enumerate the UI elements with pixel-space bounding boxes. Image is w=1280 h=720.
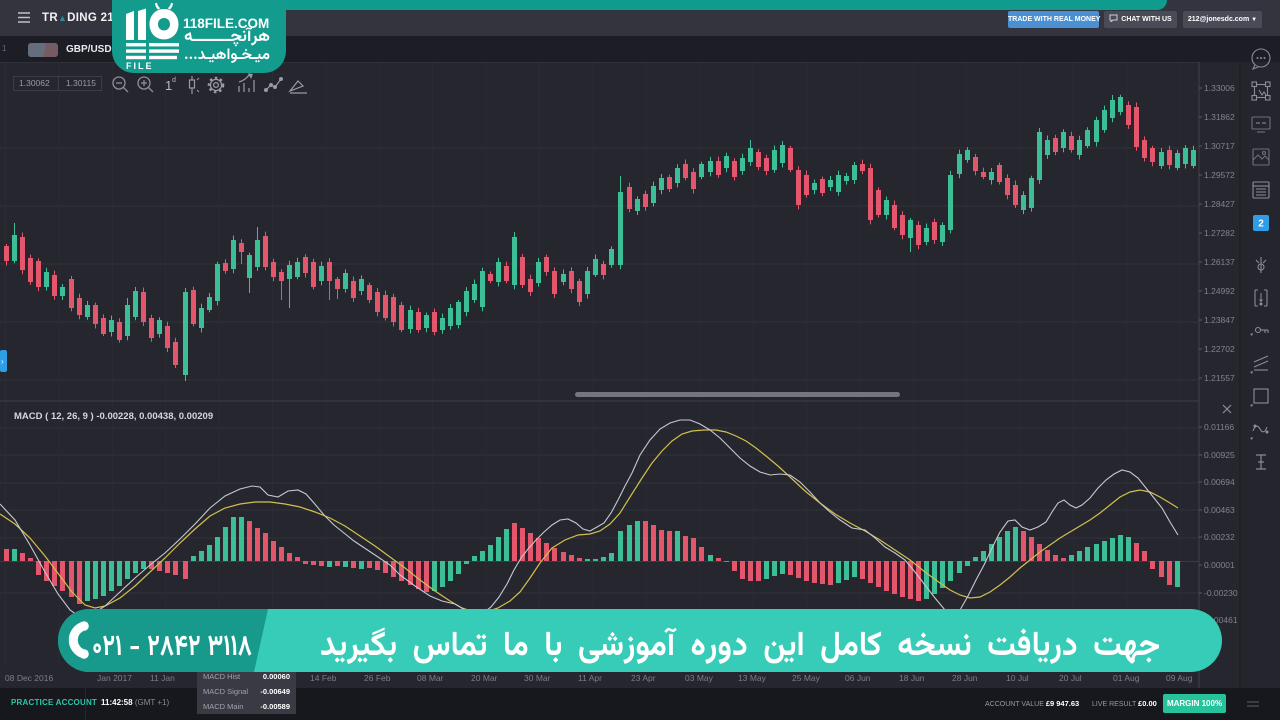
svg-text:1.28427: 1.28427 bbox=[1204, 199, 1235, 209]
svg-text:0.00463: 0.00463 bbox=[1204, 505, 1235, 515]
svg-text:1.26137: 1.26137 bbox=[1204, 257, 1235, 267]
svg-text:11 Jan: 11 Jan bbox=[150, 673, 175, 683]
svg-text:1.29572: 1.29572 bbox=[1204, 170, 1235, 180]
svg-text:1.31862: 1.31862 bbox=[1204, 112, 1235, 122]
svg-text:1.22702: 1.22702 bbox=[1204, 344, 1235, 354]
svg-text:20 Jul: 20 Jul bbox=[1059, 673, 1082, 683]
svg-text:d: d bbox=[172, 77, 176, 84]
svg-text:Jan 2017: Jan 2017 bbox=[97, 673, 132, 683]
svg-text:1.23847: 1.23847 bbox=[1204, 315, 1235, 325]
svg-text:1.33006: 1.33006 bbox=[1204, 83, 1235, 93]
svg-text:0.00232: 0.00232 bbox=[1204, 532, 1235, 542]
svg-text:08 Mar: 08 Mar bbox=[417, 673, 444, 683]
svg-text:118FILE.COM: 118FILE.COM bbox=[183, 16, 269, 31]
svg-text:06 Jun: 06 Jun bbox=[845, 673, 871, 683]
svg-text:FILE: FILE bbox=[126, 61, 154, 71]
svg-text:1.24992: 1.24992 bbox=[1204, 286, 1235, 296]
svg-text:13 May: 13 May bbox=[738, 673, 767, 683]
svg-text:›: › bbox=[1, 357, 4, 366]
svg-text:0.00925: 0.00925 bbox=[1204, 450, 1235, 460]
svg-text:2: 2 bbox=[1258, 219, 1264, 230]
svg-text:20 Mar: 20 Mar bbox=[471, 673, 498, 683]
svg-text:1.27282: 1.27282 bbox=[1204, 228, 1235, 238]
svg-text:03 May: 03 May bbox=[685, 673, 714, 683]
svg-text:0.01166: 0.01166 bbox=[1204, 422, 1234, 432]
svg-text:11 Apr: 11 Apr bbox=[578, 673, 602, 683]
svg-text:-0.00230: -0.00230 bbox=[1204, 588, 1238, 598]
svg-text:-0.00461: -0.00461 bbox=[1204, 615, 1238, 625]
svg-text:0.00694: 0.00694 bbox=[1204, 477, 1235, 487]
svg-text:23 Apr: 23 Apr bbox=[631, 673, 656, 683]
svg-text:0.00001: 0.00001 bbox=[1204, 560, 1235, 570]
svg-text:28 Jun: 28 Jun bbox=[952, 673, 978, 683]
svg-text:MACD ( 12, 26, 9 ) -0.00228, 0: MACD ( 12, 26, 9 ) -0.00228, 0.00438, 0.… bbox=[14, 411, 213, 422]
svg-text:30 Mar: 30 Mar bbox=[524, 673, 551, 683]
svg-text:18 Jun: 18 Jun bbox=[899, 673, 925, 683]
svg-text:1.21557: 1.21557 bbox=[1204, 373, 1235, 383]
svg-text:26 Feb: 26 Feb bbox=[364, 673, 391, 683]
svg-text:09 Aug: 09 Aug bbox=[1166, 673, 1193, 683]
svg-text:25 May: 25 May bbox=[792, 673, 821, 683]
svg-text:1.30717: 1.30717 bbox=[1204, 141, 1235, 151]
svg-text:01 Aug: 01 Aug bbox=[1113, 673, 1140, 683]
svg-text:14 Feb: 14 Feb bbox=[310, 673, 337, 683]
svg-text:08 Dec 2016: 08 Dec 2016 bbox=[5, 673, 53, 683]
svg-text:10 Jul: 10 Jul bbox=[1006, 673, 1029, 683]
svg-text:1: 1 bbox=[165, 78, 172, 93]
